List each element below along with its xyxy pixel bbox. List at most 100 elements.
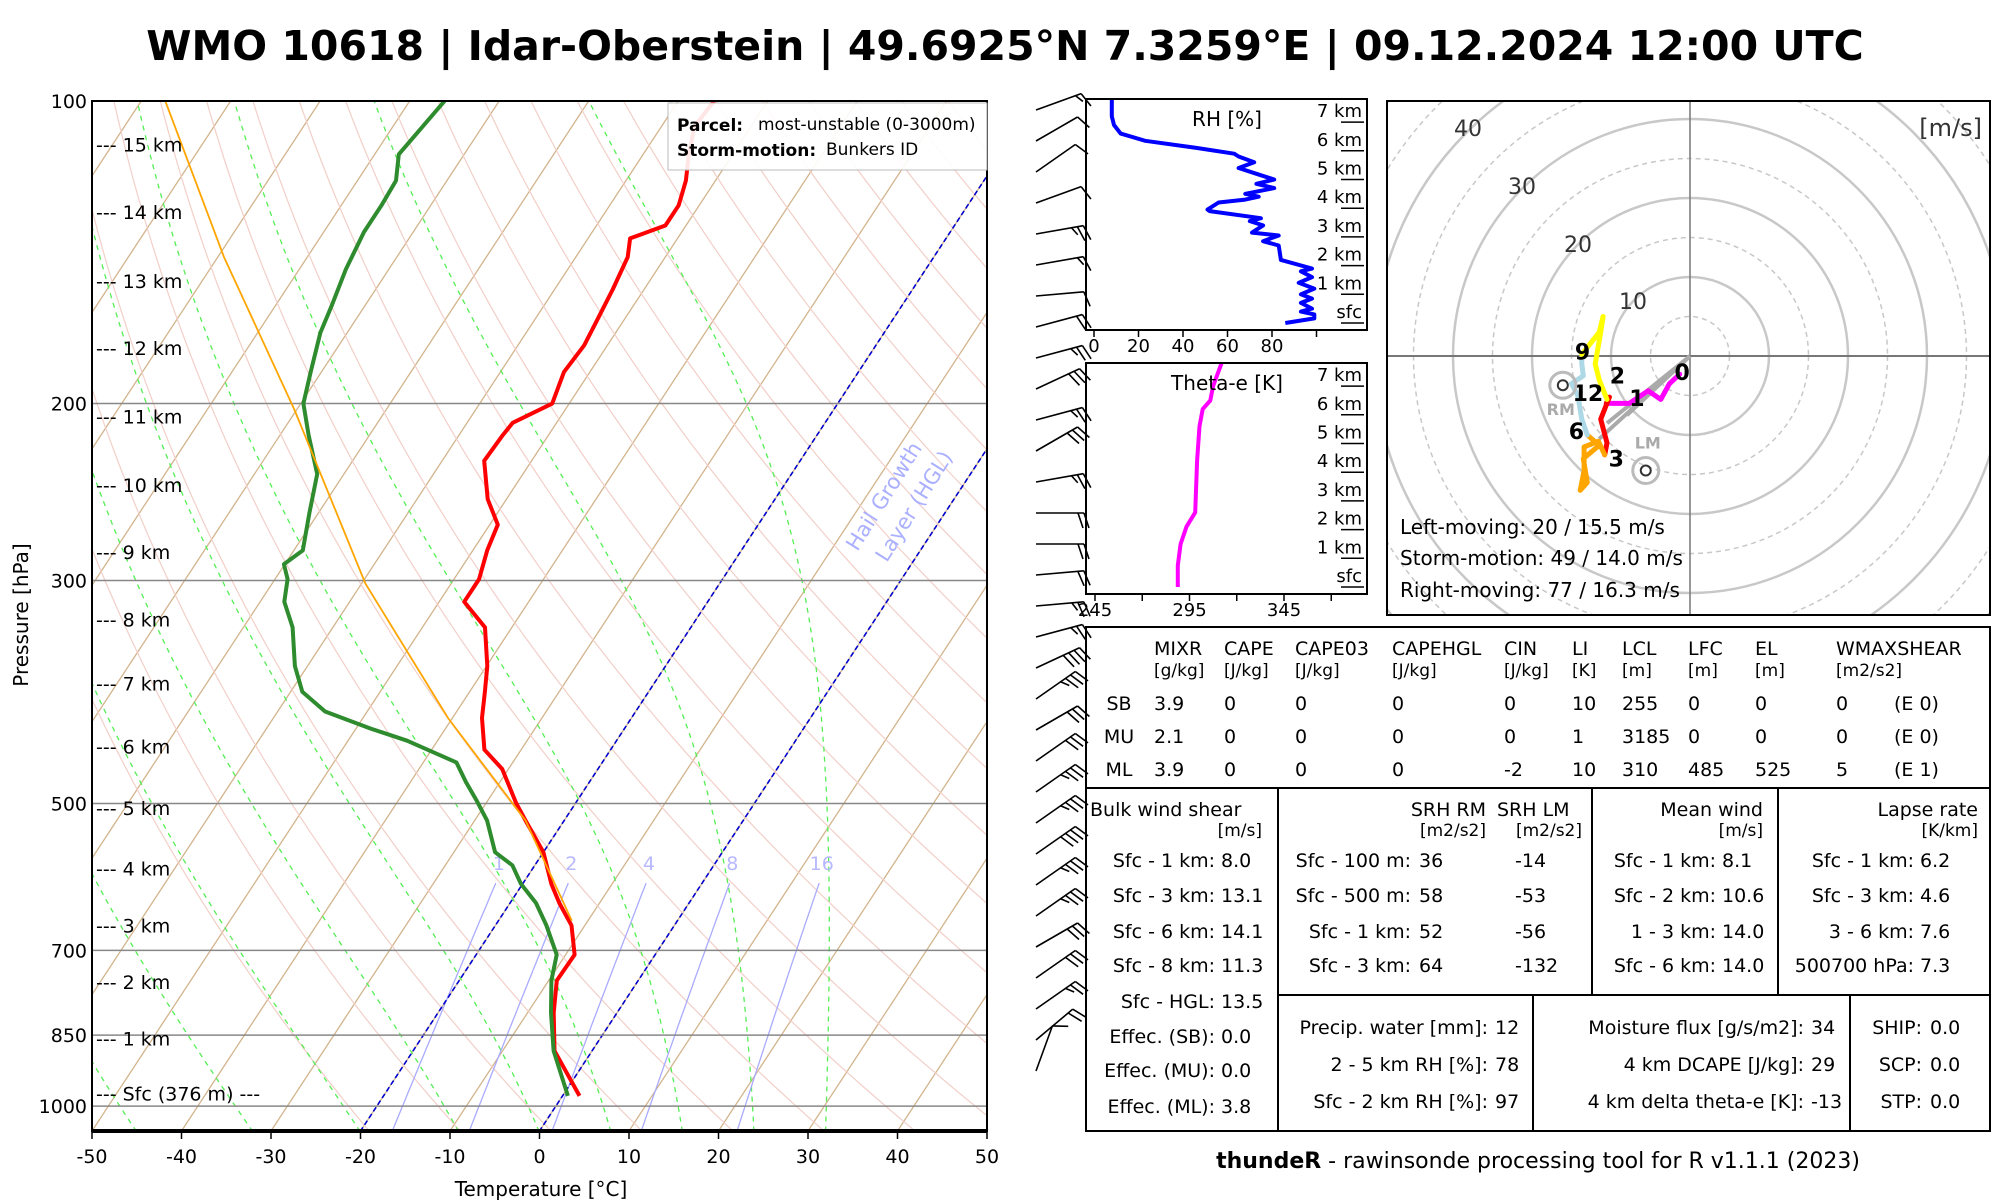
mixing-ratio-label: 8 [726,853,738,875]
wind-barb [1035,313,1092,330]
barb-feather [1081,345,1092,360]
dewpoint-line [281,101,570,1097]
barb-feather [1065,801,1079,813]
right-moving-text: Right-moving: 77 / 16.3 m/s [1400,578,1680,602]
cell-value: 0 [1755,693,1767,715]
isotherm [92,101,679,996]
wind-barb [1035,794,1089,824]
rh-x-tick-label: 0 [1088,336,1099,357]
barb-staff [1035,224,1084,235]
barb-feather [1065,739,1079,751]
height-label: --- 5 km [96,798,170,820]
dry-adiabat [159,101,825,1131]
barb-feather [1070,475,1079,484]
dry-adiabat [298,101,987,1045]
barb-feather [1070,627,1079,635]
cell-value: (E 1) [1894,759,1939,781]
column-header: CIN [1504,638,1537,660]
barb-feather [1069,984,1084,995]
cell-value: 0 [1392,726,1404,748]
row-label: MU [1104,726,1134,748]
x-axis-label: Temperature [°C] [454,1177,628,1200]
moisture-value: 12 [1495,1017,1519,1039]
lapse_rate-title: Lapse rate [1877,799,1978,821]
barb-staff [1035,143,1076,173]
mean_wind-unit: [m/s] [1719,821,1763,841]
rh-title: RH [%] [1192,107,1262,131]
dry-adiabat [205,101,916,1131]
barb-feather [1065,987,1075,993]
srh-rm-value: 58 [1419,885,1443,907]
wind-barb [1035,646,1091,669]
barb-feather [1070,348,1079,356]
wind-barb [1035,116,1090,142]
mean_wind-label: Sfc - 1 km: [1614,850,1716,872]
rh-frame [1085,98,1368,331]
cell-value: 310 [1622,759,1658,781]
bulk_shear-value: 0.0 [1221,1060,1251,1082]
cell-value: 0 [1392,693,1404,715]
cell-value: 3.9 [1154,693,1184,715]
theta-e-height-label: 1 km [1317,537,1362,558]
bulk_shear-label: Effec. (MU): [1104,1060,1215,1082]
ring-label-30: 30 [1508,175,1536,200]
wind-barb [1035,426,1090,452]
flux-label: 4 km DCAPE [J/kg]: [1624,1054,1804,1076]
height-label: --- 10 km [96,475,182,497]
height-label: --- 6 km [96,737,170,759]
wind-barb [1035,143,1089,173]
isotherm [92,101,590,860]
barb-feather [1065,677,1079,689]
bulk_shear-title: Bulk wind shear [1090,799,1242,821]
barb-staff [1035,732,1076,762]
temperature-line [462,101,716,1097]
cell-value: 0 [1224,726,1236,748]
isotherm [628,584,987,1131]
barb-staff [1035,705,1078,731]
srh-label: Sfc - 500 m: [1296,885,1411,907]
dry-adiabat [576,101,987,640]
bulk_shear-unit: [m/s] [1218,821,1262,841]
dry-adiabat [391,101,987,905]
moisture-label: Precip. water [mm]: [1300,1017,1489,1039]
barb-feather [1082,256,1092,271]
wind-barb [1035,825,1089,855]
wind-barb [1035,185,1092,204]
wind-barb [1035,922,1090,948]
pressure-tick-label: 300 [51,571,87,593]
barb-feather [1071,925,1085,938]
moist-adiabat [588,101,830,1131]
dry-adiabat [252,101,987,1117]
rm-marker-ring [1548,370,1578,400]
height-label: --- 9 km [96,542,170,564]
bulk_shear-value: 13.1 [1221,885,1263,907]
wind-barb [1035,472,1092,489]
barb-feather [1077,571,1085,587]
skewt-legend: Parcel: most-unstable (0-3000m) Storm-mo… [667,102,988,171]
mean_wind-value: 14.0 [1722,921,1764,943]
barb-staff [1035,344,1083,359]
barb-feather [1069,829,1084,840]
column-unit: [J/kg] [1295,661,1340,681]
wind-barb [1035,887,1089,917]
moist-adiabat [373,101,755,1131]
wind-barb [1035,344,1092,361]
barb-feather [1076,474,1086,489]
lapse_rate-label: Sfc - 3 km: [1812,885,1914,907]
theta-e-x-tick-label: 245 [1078,600,1112,621]
hodograph-frame [1386,100,1991,616]
rh-height-label: 1 km [1317,273,1362,294]
hodograph-height-mark: 1 [1629,387,1644,412]
barb-feather [1076,226,1086,241]
barb-feather [1060,805,1070,811]
cell-value: 0 [1295,759,1307,781]
temp-tick-label: -50 [76,1146,107,1168]
theta-e-frame [1085,362,1368,595]
moist-adiabat [92,223,540,1131]
srh-rm-title: SRH RM [1411,799,1486,821]
pressure-tick-label: 500 [51,794,87,816]
height-label: --- 14 km [96,202,182,224]
barb-feather [1065,770,1079,782]
temp-tick-label: 10 [617,1146,641,1168]
